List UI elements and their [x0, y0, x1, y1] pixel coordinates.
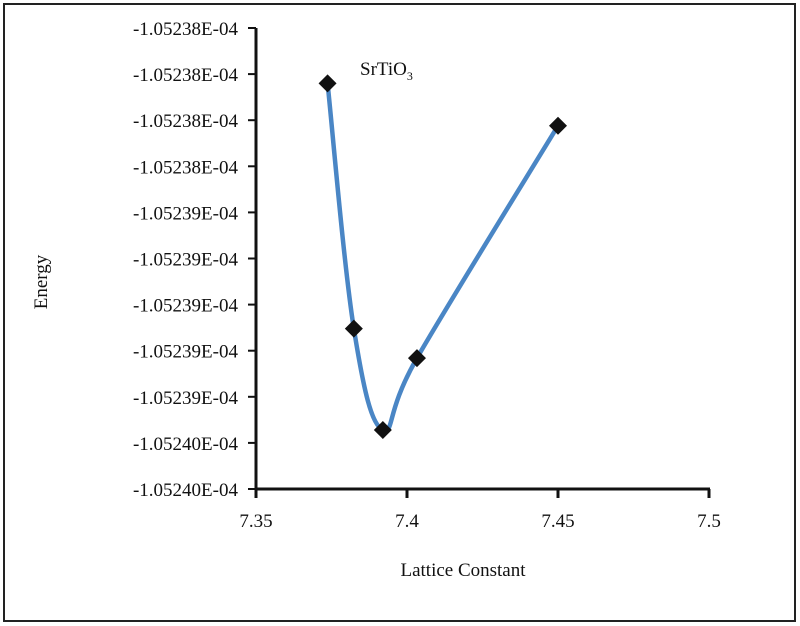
x-tick-label: 7.45 — [541, 511, 574, 532]
x-tick-label: 7.5 — [697, 511, 721, 532]
chart-frame — [3, 3, 796, 622]
y-tick-label: -1.05238E-04 — [133, 111, 239, 132]
data-point-marker — [407, 349, 426, 368]
x-tick-label: 7.35 — [239, 511, 272, 532]
y-tick-label: -1.05239E-04 — [133, 296, 239, 317]
data-point-marker — [318, 74, 337, 93]
y-tick-label: -1.05239E-04 — [133, 342, 239, 363]
y-tick-label: -1.05239E-04 — [133, 203, 239, 224]
y-tick-label: -1.05239E-04 — [133, 388, 239, 409]
y-tick-label: -1.05238E-04 — [133, 19, 239, 40]
series-line-srtio3 — [325, 81, 561, 433]
data-point-marker — [549, 116, 567, 135]
y-tick-label: -1.05240E-04 — [133, 434, 239, 455]
data-point-marker — [373, 420, 392, 439]
data-point-marker — [344, 319, 363, 338]
y-tick-label: -1.05240E-04 — [133, 480, 239, 501]
x-axis-label: Lattice Constant — [400, 560, 526, 581]
y-tick-label: -1.05239E-04 — [133, 250, 239, 271]
y-tick-label: -1.05238E-04 — [133, 65, 239, 86]
y-axis-label: Energy — [31, 254, 52, 309]
chart-title: SrTiO3 — [360, 59, 413, 83]
x-tick-label: 7.4 — [395, 511, 419, 532]
y-tick-label: -1.05238E-04 — [133, 157, 239, 178]
